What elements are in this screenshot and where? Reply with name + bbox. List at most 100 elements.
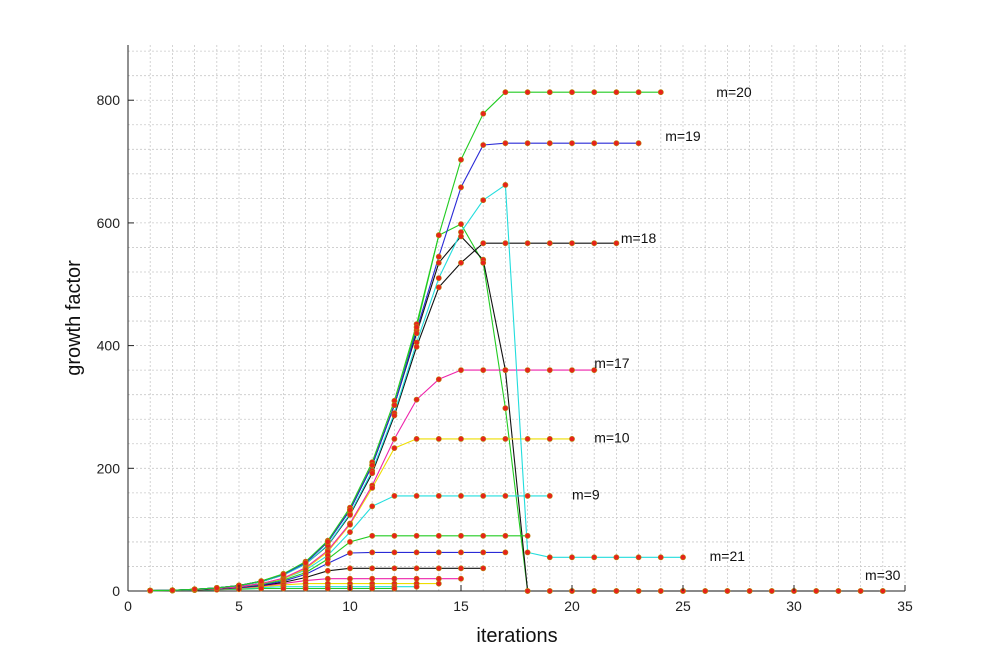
series-point (569, 140, 575, 147)
series-point (480, 532, 487, 539)
series-point (435, 532, 442, 539)
series-point (324, 560, 331, 567)
x-axis-ticks: 0 5 10 15 20 25 30 35 (124, 585, 913, 614)
series-point (591, 367, 598, 373)
y-tick-label: 200 (97, 460, 121, 476)
series-point (480, 435, 487, 442)
series-point (458, 565, 464, 572)
series-point (391, 532, 398, 539)
series-point (657, 588, 664, 594)
series-point (524, 89, 531, 96)
series-point (347, 507, 353, 513)
series-layer (150, 91, 883, 592)
series-point (702, 588, 709, 594)
series-point (435, 435, 442, 442)
series-point (480, 240, 487, 247)
series-point (458, 532, 464, 539)
series-annotations: m=20 m=19 m=18 m=17 m=10 m=9 m=21 m=30 (572, 84, 901, 583)
series-label: m=21 (710, 548, 746, 564)
series-point (480, 142, 487, 148)
series-point (347, 575, 353, 582)
series-point (879, 588, 886, 594)
series-point (458, 435, 464, 442)
series-point (435, 376, 442, 383)
series-point (391, 585, 398, 592)
y-tick-label: 0 (112, 583, 120, 599)
x-tick-label: 15 (453, 598, 469, 614)
series-point (435, 275, 442, 281)
series-point (413, 343, 420, 350)
series-point (569, 367, 575, 373)
series-point (768, 588, 775, 594)
series-point (435, 492, 442, 499)
series-point (347, 550, 353, 556)
series-point (435, 575, 442, 582)
series-point (347, 521, 353, 528)
series-point (502, 140, 509, 147)
series-point (458, 184, 464, 191)
series-point (546, 367, 553, 373)
series-point (413, 532, 420, 539)
series-point (258, 578, 265, 585)
series-point (147, 587, 154, 594)
series-point (502, 240, 509, 247)
series-point (369, 503, 376, 510)
series-point (413, 330, 420, 337)
series-point (480, 492, 487, 499)
series-point (546, 240, 553, 247)
series-point (591, 588, 598, 594)
y-axis-ticks: 0 200 400 600 800 (97, 92, 134, 599)
series-point (524, 367, 531, 373)
series-label: m=9 (572, 487, 600, 503)
series-point (435, 253, 442, 260)
series-point (413, 583, 420, 590)
series-point (813, 588, 820, 594)
series-point (480, 259, 487, 266)
series-point (546, 554, 553, 561)
x-tick-label: 0 (124, 598, 132, 614)
series-point (435, 580, 442, 587)
series-point (324, 567, 331, 574)
series-point (391, 575, 398, 582)
series-point (569, 554, 575, 561)
series-point (480, 565, 487, 572)
series-point (635, 588, 642, 594)
series-point (169, 587, 176, 594)
series-point (280, 571, 287, 578)
series-point (458, 221, 464, 227)
series-label: m=10 (594, 430, 630, 446)
series-point (413, 435, 420, 442)
series-point (524, 435, 531, 442)
series-point (391, 565, 398, 572)
series-point (391, 549, 398, 556)
series-point (213, 585, 220, 591)
series-point (435, 232, 442, 239)
series-point (191, 586, 198, 593)
y-axis-label: growth factor (63, 260, 85, 376)
series-point (546, 588, 553, 594)
plot-frame (127, 45, 905, 592)
series-point (324, 575, 331, 582)
series-point (613, 89, 620, 96)
series-point (591, 240, 598, 247)
series-point (569, 89, 575, 96)
series-point (680, 554, 686, 561)
series-point (458, 549, 464, 556)
series-point (280, 585, 287, 592)
series-point (613, 140, 620, 147)
series-point (347, 539, 353, 545)
series-point (413, 575, 420, 582)
series-point (458, 233, 464, 240)
series-point (546, 89, 553, 96)
series-point (480, 367, 487, 373)
grid (127, 45, 906, 592)
series-point (502, 435, 509, 442)
series-point (502, 532, 509, 539)
series-point (435, 549, 442, 556)
series-point (524, 240, 531, 247)
series-point (391, 492, 398, 499)
series-point (435, 284, 442, 291)
series-line (150, 242, 617, 592)
series-point (302, 585, 309, 592)
series-point (347, 565, 353, 572)
